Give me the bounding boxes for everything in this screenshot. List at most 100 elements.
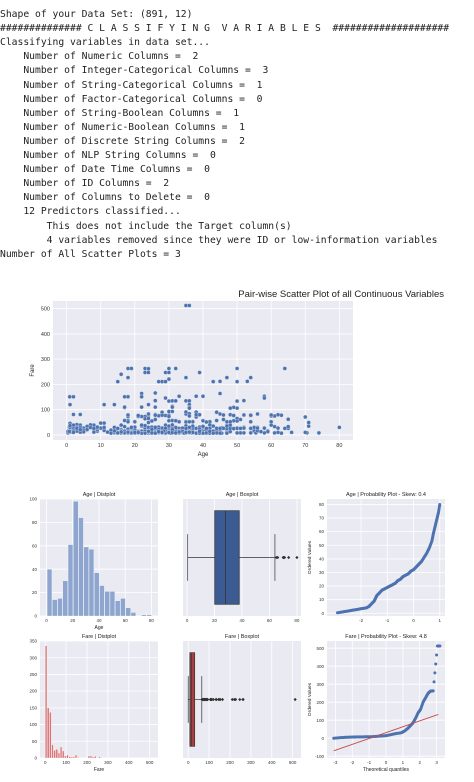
y-tick-label: 20 (319, 584, 325, 589)
histogram-bar (83, 546, 89, 617)
histogram-bar (146, 614, 152, 617)
scatter-point (224, 423, 230, 429)
scatter-point (248, 413, 253, 418)
scatter-point (173, 430, 178, 436)
x-tick-label: 500 (289, 760, 297, 765)
quantile-point (431, 689, 435, 693)
x-tick-label: 300 (104, 760, 112, 765)
console-line: Number of Columns to Delete = 0 (0, 192, 210, 204)
scatter-point (248, 419, 253, 424)
scatter-point (269, 419, 274, 424)
scatter-point (211, 379, 216, 384)
quantile-point (435, 653, 439, 657)
scatter-point (146, 416, 151, 421)
scatter-point (262, 395, 267, 401)
scatter-point (200, 394, 206, 399)
x-tick-label: 40 (239, 618, 245, 623)
console-line: Number of NLP String Columns = 0 (0, 150, 216, 161)
quantile-point (432, 680, 436, 684)
y-tick-label: 20 (32, 590, 38, 595)
scatter-point (166, 366, 172, 371)
scatter-point (146, 402, 151, 407)
x-tick-label: 0 (65, 443, 68, 449)
scatter-point (217, 426, 223, 431)
scatter-point (255, 425, 260, 431)
y-axis-label: Ordered Values (307, 540, 313, 574)
scatter-point (228, 406, 233, 411)
scatter-point (163, 395, 168, 401)
outlier-point (295, 555, 299, 560)
console-line: Classifying variables in data set... (0, 37, 210, 49)
scatter-point (139, 394, 144, 399)
y-tick-label: 100 (29, 497, 37, 502)
outlier-point (220, 697, 225, 702)
scatter-point (234, 398, 240, 404)
scatter-point (71, 394, 76, 399)
x-tick-label: 20 (212, 618, 218, 623)
outlier-point (287, 555, 291, 560)
pairwise-scatter-plot: 0 10 20 30 40 50 60 70 80 0 100 200 300 400 500 Age Fare (30, 301, 353, 458)
console-line: Shape of your Data Set: (891, 12) (0, 9, 193, 20)
scatter-point (159, 413, 165, 418)
scatter-point (217, 379, 223, 384)
scatter-point (306, 420, 311, 425)
x-tick-label: 100 (205, 760, 213, 765)
outlier-point (214, 697, 219, 702)
scatter-point (146, 366, 151, 371)
scatter-point (282, 426, 287, 431)
x-tick-label: 0 (385, 760, 388, 765)
scatter-point (255, 411, 260, 417)
histogram-bar (75, 754, 78, 759)
x-tick-label: 100 (62, 760, 70, 765)
x-tick-label: 0 (187, 760, 190, 765)
y-tick-label: 250 (29, 672, 37, 677)
histogram-bar (104, 591, 110, 617)
x-tick-label: 400 (125, 760, 133, 765)
y-tick-label: 200 (41, 382, 50, 388)
scatter-point (197, 370, 202, 375)
scatter-point (166, 418, 172, 423)
histogram-bar (52, 599, 58, 617)
scatter-point (78, 412, 83, 417)
scatter-point (139, 422, 144, 428)
scatter-point (217, 431, 223, 436)
histogram-bar (73, 501, 79, 617)
x-tick-label: -1 (385, 618, 389, 623)
x-tick-label: 1 (438, 618, 441, 623)
console-line: Number of Factor-Categorical Columns = 0 (0, 93, 263, 105)
x-tick-label: 80 (149, 618, 155, 623)
x-tick-label: 3 (435, 760, 438, 765)
scatter-point (337, 425, 342, 430)
scatter-point (125, 375, 131, 380)
histogram-bar (60, 746, 63, 759)
histogram-bar (51, 744, 54, 759)
scatter-point (214, 418, 219, 423)
scatter-point (183, 430, 189, 435)
y-tick-label: 0 (34, 614, 37, 619)
x-axis-label: Age (198, 452, 209, 458)
fare-distplot: 0 100 200 300 400 500 0 50 100 150 200 250 300 350 Far… (29, 639, 158, 773)
x-tick-label: 200 (226, 760, 234, 765)
scatter-point (173, 418, 178, 423)
scatter-point (163, 379, 168, 384)
scatter-point (204, 419, 209, 425)
histogram-bar (55, 749, 58, 759)
fit-line (333, 713, 439, 752)
scatter-point (204, 426, 209, 431)
histogram-bar (49, 712, 52, 759)
scatter-point (187, 413, 192, 419)
y-tick-label: 350 (29, 639, 37, 644)
histogram-bar (94, 572, 100, 617)
scatter-point (153, 404, 158, 410)
x-tick-label: -1 (367, 760, 371, 765)
scatter-point (194, 394, 199, 399)
y-tick-label: 0 (321, 611, 324, 616)
scatter-point (211, 423, 216, 429)
scatter-point (248, 426, 253, 431)
subplot-title: Fare | Distplot (82, 634, 117, 640)
histogram-bar (77, 757, 80, 759)
histogram-bar (67, 544, 74, 617)
x-tick-label: 80 (294, 618, 300, 623)
scatter-point (166, 398, 172, 404)
scatter-point (224, 375, 230, 380)
